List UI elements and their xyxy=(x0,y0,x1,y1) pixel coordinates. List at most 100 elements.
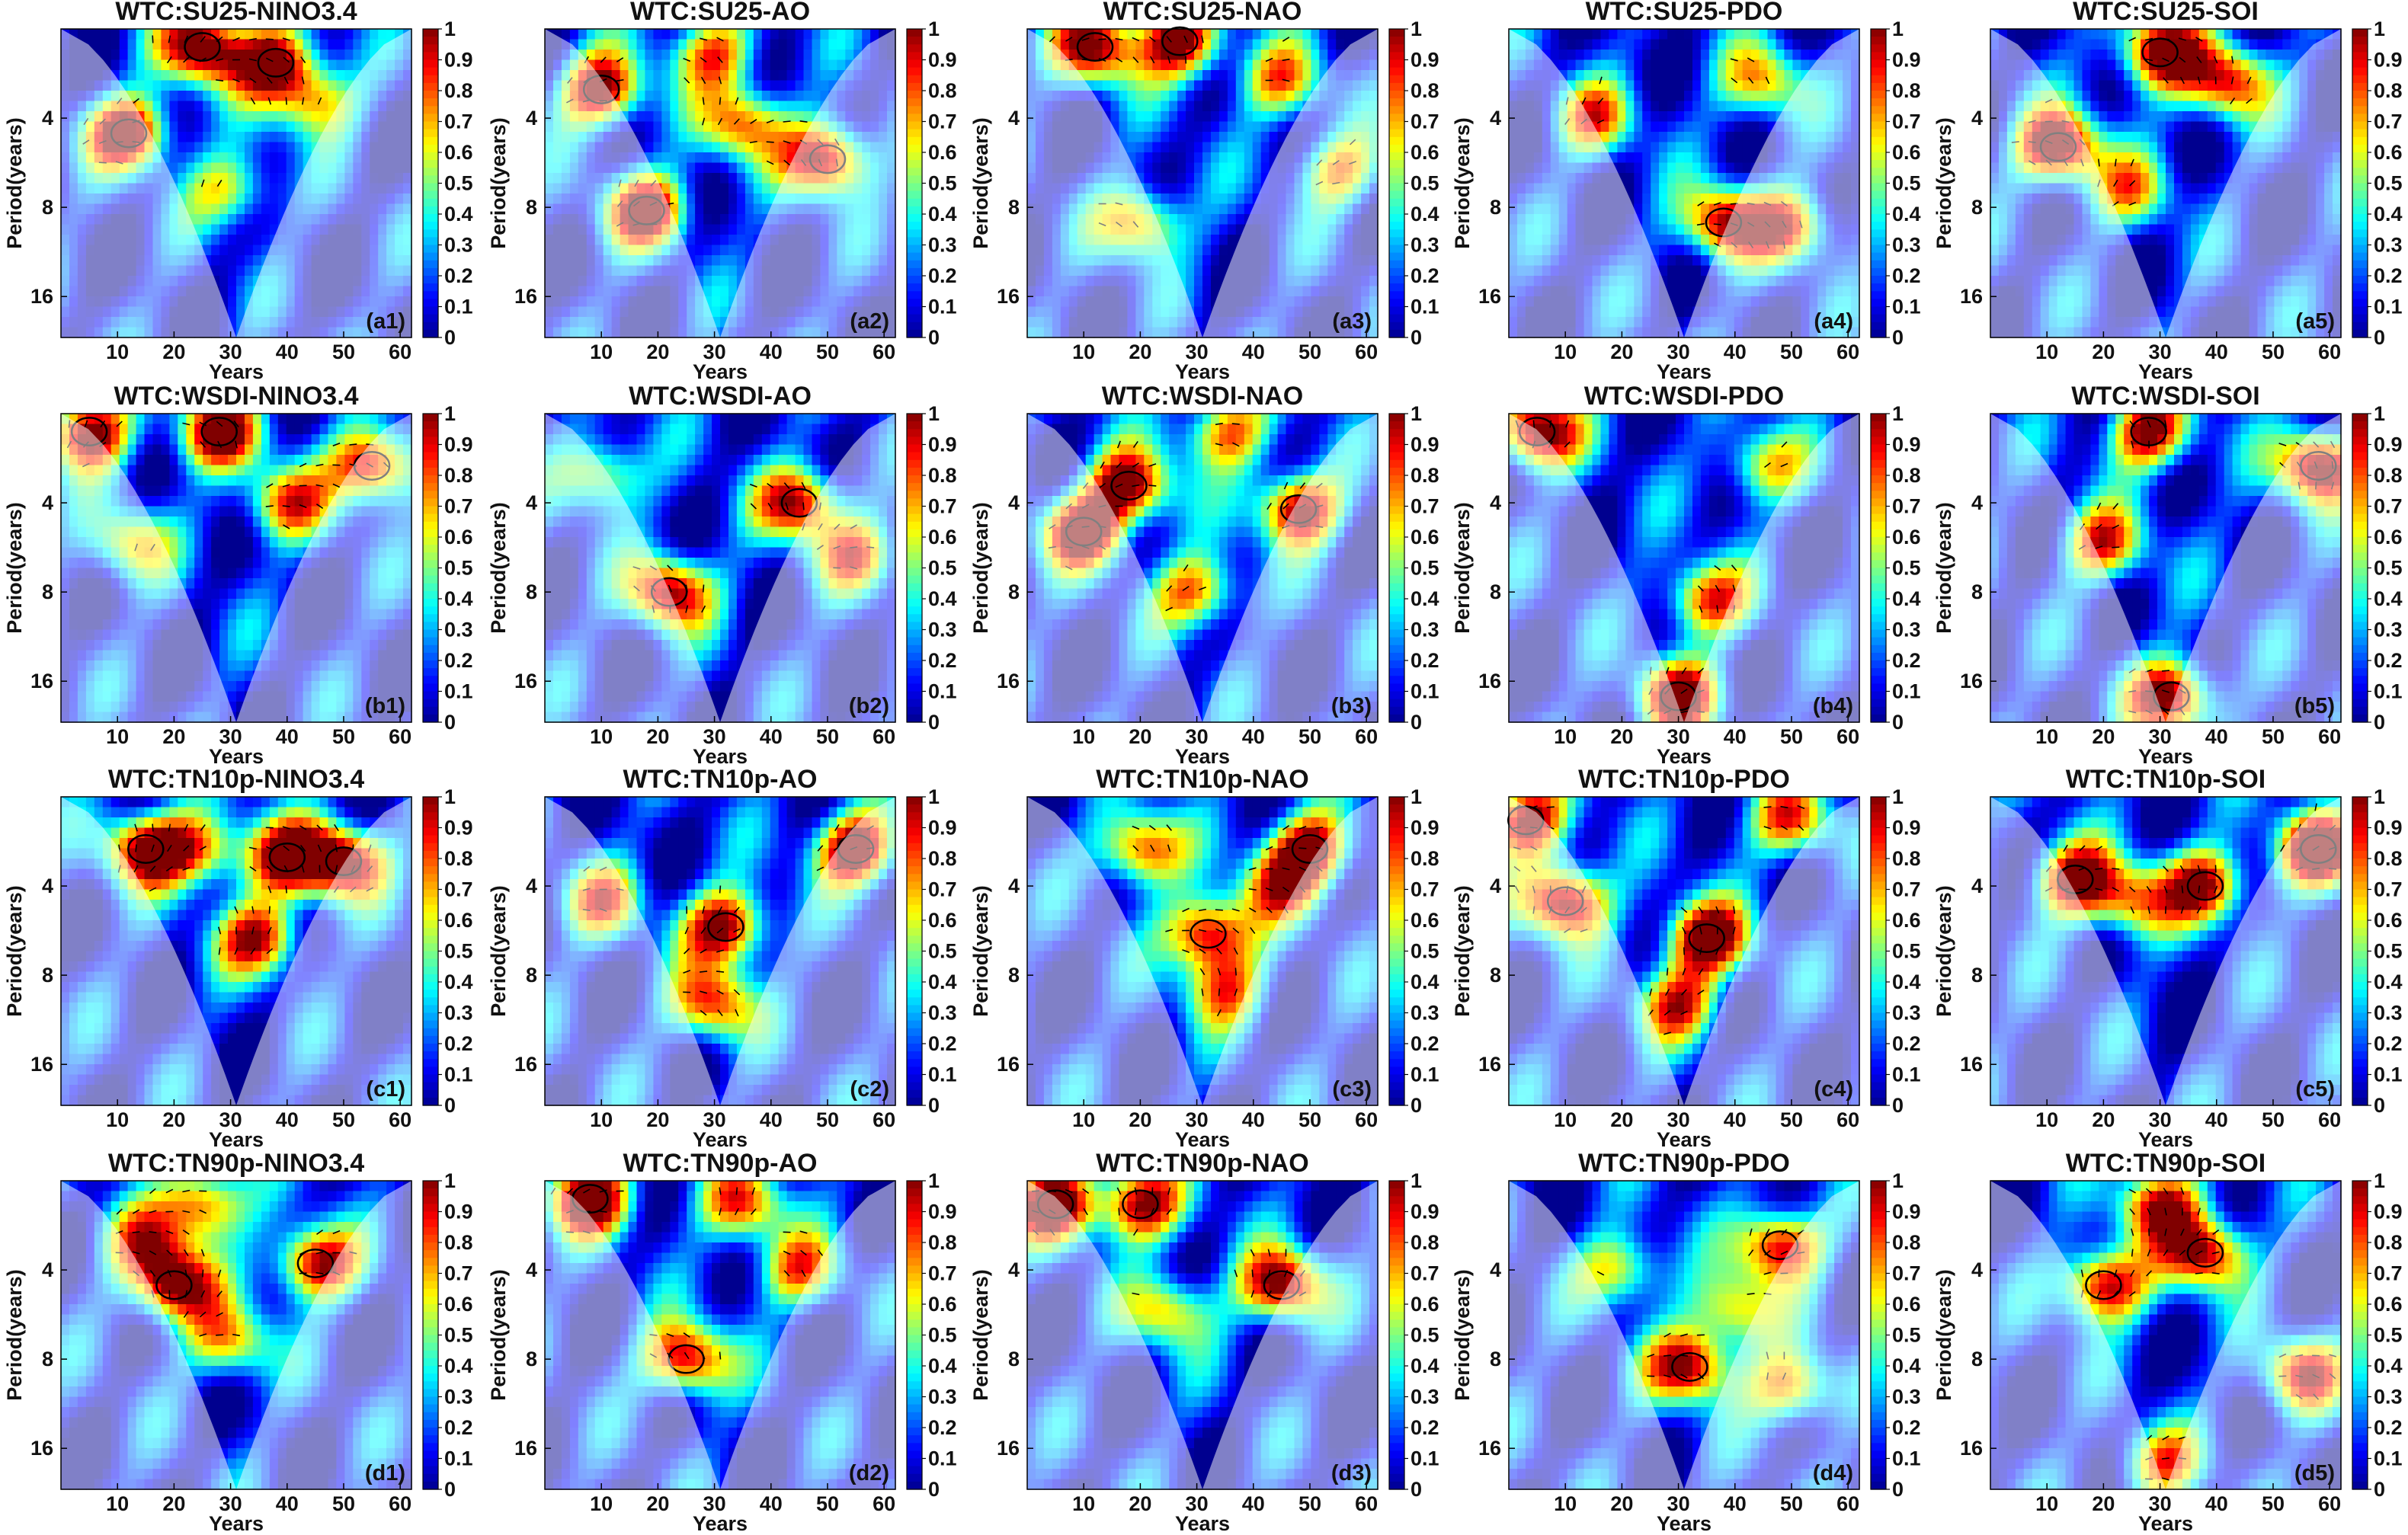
colorbar-tick-label: 0.5 xyxy=(928,172,957,195)
colorbar-tick-label: 0.7 xyxy=(1892,110,1921,133)
colorbar-tick-label: 0.2 xyxy=(444,264,473,287)
colorbar-tick-label: 0.8 xyxy=(2374,79,2403,102)
colorbar-tick-label: 0.3 xyxy=(2374,1002,2403,1025)
y-axis-label: Period(years) xyxy=(969,502,992,634)
panel-title: WTC:SU25-NINO3.4 xyxy=(115,0,357,26)
x-axis-label: Years xyxy=(2138,1128,2193,1151)
colorbar-tick-label: 0.2 xyxy=(1411,1416,1439,1439)
colorbar: 00.10.20.30.40.50.60.70.80.91 xyxy=(1871,1169,1921,1501)
y-tick-label: 16 xyxy=(1960,285,1983,308)
colorbar-tick-label: 0.5 xyxy=(1892,172,1921,195)
x-tick-label: 40 xyxy=(1242,1492,1265,1515)
colorbar-tick-label: 0.3 xyxy=(2374,619,2403,641)
colorbar-tick-label: 0.4 xyxy=(444,203,473,225)
x-tick-label: 50 xyxy=(1298,341,1321,363)
colorbar-tick-label: 0.4 xyxy=(1892,971,1921,993)
colorbar-tick-label: 0.2 xyxy=(1892,264,1921,287)
x-tick-label: 10 xyxy=(1072,1108,1095,1131)
panel-title: WTC:SU25-NAO xyxy=(1103,0,1302,26)
y-axis-label: Period(years) xyxy=(1932,1269,1955,1401)
x-tick-label: 20 xyxy=(162,725,185,748)
colorbar: 00.10.20.30.40.50.60.70.80.91 xyxy=(423,402,473,734)
colorbar-tick-label: 0.5 xyxy=(1411,940,1439,963)
colorbar-tick-label: 1 xyxy=(444,785,456,808)
colorbar-tick-label: 0.4 xyxy=(1411,971,1439,993)
x-tick-label: 60 xyxy=(1836,1108,1859,1131)
colorbar-tick-label: 0.5 xyxy=(1411,1324,1439,1347)
colorbar-tick-label: 0.3 xyxy=(444,1386,473,1409)
colorbar-tick-label: 0.7 xyxy=(1411,878,1439,901)
y-tick-label: 8 xyxy=(1008,196,1020,219)
colorbar-tick-label: 0.7 xyxy=(2374,495,2403,518)
colorbar-tick-label: 0.8 xyxy=(1411,464,1439,487)
colorbar-tick-label: 0.8 xyxy=(1892,464,1921,487)
colorbar: 00.10.20.30.40.50.60.70.80.91 xyxy=(907,785,957,1117)
panel-a1: WTC:SU25-NINO3.410 20 30 40 50 60Years4816Per… xyxy=(3,0,473,383)
colorbar-tick-label: 0.2 xyxy=(1411,1032,1439,1055)
x-tick-label: 10 xyxy=(590,1108,613,1131)
x-tick-label: 40 xyxy=(1242,725,1265,748)
x-tick-label: 10 xyxy=(1072,725,1095,748)
colorbar-tick-label: 0.9 xyxy=(928,49,957,72)
x-tick-label: 50 xyxy=(2262,725,2285,748)
colorbar-tick-label: 0.1 xyxy=(1411,1447,1439,1470)
colorbar-tick-label: 0.1 xyxy=(1411,1063,1439,1086)
colorbar-tick-label: 0.8 xyxy=(444,79,473,102)
x-tick-label: 60 xyxy=(873,725,895,748)
colorbar-tick-label: 0.5 xyxy=(444,940,473,963)
colorbar-tick-label: 0.5 xyxy=(928,1324,957,1347)
y-tick-label: 8 xyxy=(1971,1348,1983,1370)
colorbar-tick-label: 0.2 xyxy=(928,1032,957,1055)
colorbar-tick-label: 0 xyxy=(1892,326,1904,349)
colorbar-tick-label: 0 xyxy=(2374,711,2385,734)
x-tick-label: 20 xyxy=(2092,341,2115,363)
colorbar-tick-label: 0 xyxy=(1411,1478,1422,1501)
y-tick-label: 4 xyxy=(1008,1258,1020,1281)
x-tick-label: 40 xyxy=(276,725,299,748)
colorbar-tick-label: 0.2 xyxy=(2374,1416,2403,1439)
colorbar-tick-label: 0.1 xyxy=(928,1063,957,1086)
colorbar-tick-label: 0.7 xyxy=(444,1262,473,1285)
x-tick-label: 20 xyxy=(1129,725,1151,748)
x-tick-label: 20 xyxy=(1129,341,1151,363)
colorbar-tick-label: 1 xyxy=(1411,18,1422,40)
colorbar-tick-label: 0.3 xyxy=(1892,234,1921,257)
y-axis-label: Period(years) xyxy=(1451,502,1474,634)
colorbar-tick-label: 0 xyxy=(928,711,940,734)
colorbar: 00.10.20.30.40.50.60.70.80.91 xyxy=(1871,785,1921,1117)
colorbar-tick-label: 0.3 xyxy=(1892,1386,1921,1409)
colorbar-tick-label: 0.4 xyxy=(1892,1354,1921,1377)
colorbar: 00.10.20.30.40.50.60.70.80.91 xyxy=(907,18,957,349)
panel-label: (b3) xyxy=(1331,694,1372,718)
colorbar-tick-label: 0.1 xyxy=(1892,1063,1921,1086)
colorbar-tick-label: 0.6 xyxy=(1892,1293,1921,1316)
colorbar-tick-label: 0.3 xyxy=(444,1002,473,1025)
colorbar-tick-label: 0.9 xyxy=(444,1201,473,1223)
x-tick-label: 10 xyxy=(590,341,613,363)
y-tick-label: 4 xyxy=(1971,875,1983,897)
y-tick-label: 8 xyxy=(1008,580,1020,603)
colorbar-tick-label: 0.8 xyxy=(1411,79,1439,102)
panel-label: (b5) xyxy=(2294,694,2335,718)
y-tick-label: 16 xyxy=(30,285,53,308)
colorbar-tick-label: 0.7 xyxy=(444,878,473,901)
colorbar-tick-label: 0.6 xyxy=(1411,909,1439,932)
colorbar: 00.10.20.30.40.50.60.70.80.91 xyxy=(2352,402,2403,734)
x-tick-label: 60 xyxy=(1355,341,1378,363)
colorbar-tick-label: 0 xyxy=(928,1094,940,1117)
colorbar: 00.10.20.30.40.50.60.70.80.91 xyxy=(1389,402,1439,734)
colorbar-tick-label: 0.6 xyxy=(444,1293,473,1316)
y-tick-label: 8 xyxy=(42,580,53,603)
panel-title: WTC:TN90p-NINO3.4 xyxy=(108,1149,364,1178)
y-axis-label: Period(years) xyxy=(1932,502,1955,634)
colorbar-tick-label: 0.8 xyxy=(1411,1231,1439,1254)
x-tick-label: 20 xyxy=(162,1492,185,1515)
colorbar-tick-label: 0 xyxy=(444,1094,456,1117)
colorbar-tick-label: 0.6 xyxy=(444,909,473,932)
colorbar-tick-label: 0 xyxy=(1892,711,1904,734)
